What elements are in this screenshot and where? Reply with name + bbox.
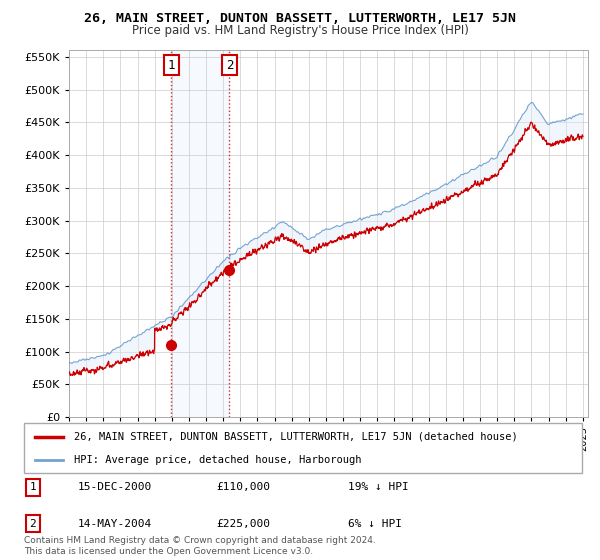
Text: 14-MAY-2004: 14-MAY-2004 — [78, 519, 152, 529]
Text: 15-DEC-2000: 15-DEC-2000 — [78, 482, 152, 492]
Text: 2: 2 — [29, 519, 37, 529]
Text: HPI: Average price, detached house, Harborough: HPI: Average price, detached house, Harb… — [74, 455, 362, 465]
Text: Price paid vs. HM Land Registry's House Price Index (HPI): Price paid vs. HM Land Registry's House … — [131, 24, 469, 37]
Text: 1: 1 — [29, 482, 37, 492]
Text: 19% ↓ HPI: 19% ↓ HPI — [348, 482, 409, 492]
Text: 6% ↓ HPI: 6% ↓ HPI — [348, 519, 402, 529]
Text: 2: 2 — [226, 59, 233, 72]
FancyBboxPatch shape — [24, 423, 582, 473]
Text: 26, MAIN STREET, DUNTON BASSETT, LUTTERWORTH, LE17 5JN: 26, MAIN STREET, DUNTON BASSETT, LUTTERW… — [84, 12, 516, 25]
Text: £110,000: £110,000 — [216, 482, 270, 492]
Bar — [171, 50, 229, 417]
Text: 1: 1 — [167, 59, 175, 72]
Text: Contains HM Land Registry data © Crown copyright and database right 2024.
This d: Contains HM Land Registry data © Crown c… — [24, 536, 376, 556]
Text: £225,000: £225,000 — [216, 519, 270, 529]
Text: 26, MAIN STREET, DUNTON BASSETT, LUTTERWORTH, LE17 5JN (detached house): 26, MAIN STREET, DUNTON BASSETT, LUTTERW… — [74, 432, 518, 442]
